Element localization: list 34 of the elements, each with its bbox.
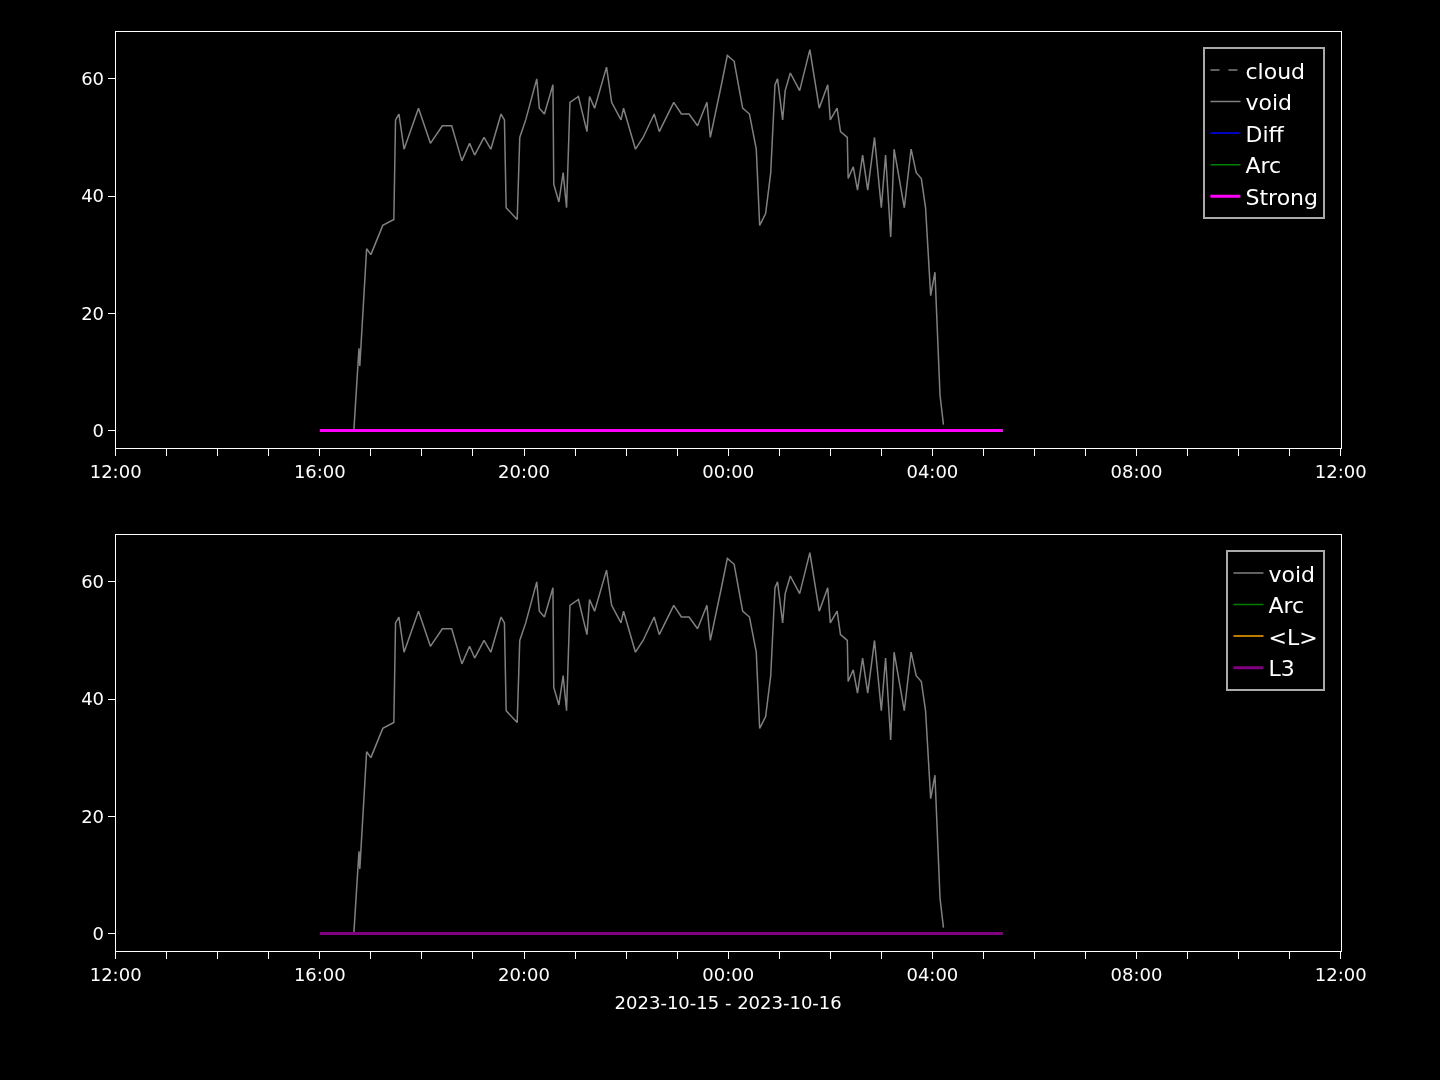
y-tick-label: 20: [81, 302, 105, 324]
x-tick-label: 12:00: [89, 963, 142, 985]
legend-label: <L>: [1268, 624, 1318, 650]
x-tick-label: 08:00: [1110, 460, 1163, 482]
legend-label: L3: [1268, 656, 1295, 682]
legend-label: Strong: [1245, 184, 1319, 210]
y-tick-label: 20: [81, 805, 105, 827]
x-tick-label: 04:00: [906, 460, 959, 482]
line-series: [353, 551, 945, 935]
x-tick-label: 12:00: [1314, 963, 1367, 985]
x-axis-title: 2023-10-15 - 2023-10-16: [614, 991, 842, 1013]
legend-label: void: [1268, 561, 1316, 587]
legend-label: void: [1245, 90, 1293, 116]
y-tick-label: 0: [92, 419, 105, 441]
y-tick-label: 40: [81, 185, 105, 207]
x-tick-label: 08:00: [1110, 963, 1163, 985]
y-tick-label: 40: [81, 688, 105, 710]
legend-label: Arc: [1245, 153, 1282, 179]
x-tick-label: 00:00: [702, 460, 755, 482]
legend-label: Arc: [1268, 593, 1305, 619]
y-tick-label: 60: [81, 571, 105, 593]
x-tick-label: 16:00: [293, 963, 346, 985]
x-tick-label: 20:00: [498, 963, 550, 985]
line-series: [353, 48, 945, 432]
x-tick-label: 12:00: [1314, 460, 1367, 482]
x-tick-label: 04:00: [906, 963, 959, 985]
x-tick-label: 20:00: [498, 460, 550, 482]
y-tick-label: 0: [92, 922, 105, 944]
x-tick-label: 16:00: [293, 460, 346, 482]
x-tick-label: 12:00: [89, 460, 142, 482]
legend-label: Diff: [1245, 121, 1285, 147]
legend-label: cloud: [1245, 58, 1306, 84]
x-tick-label: 00:00: [702, 963, 755, 985]
y-tick-label: 60: [81, 68, 105, 90]
